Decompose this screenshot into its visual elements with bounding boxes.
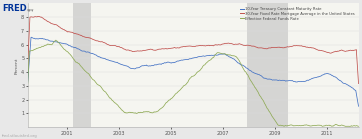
Bar <box>247 3 288 127</box>
Text: FRED: FRED <box>2 4 26 13</box>
Text: ▾▾▾: ▾▾▾ <box>27 8 35 13</box>
Y-axis label: Percent: Percent <box>14 57 18 74</box>
Legend: 10-Year Treasury Constant Maturity Rate, 30-Year Fixed Rate Mortgage Average in : 10-Year Treasury Constant Maturity Rate,… <box>238 5 357 22</box>
Text: fred.stlouisfed.org: fred.stlouisfed.org <box>2 134 38 138</box>
Bar <box>73 3 91 127</box>
